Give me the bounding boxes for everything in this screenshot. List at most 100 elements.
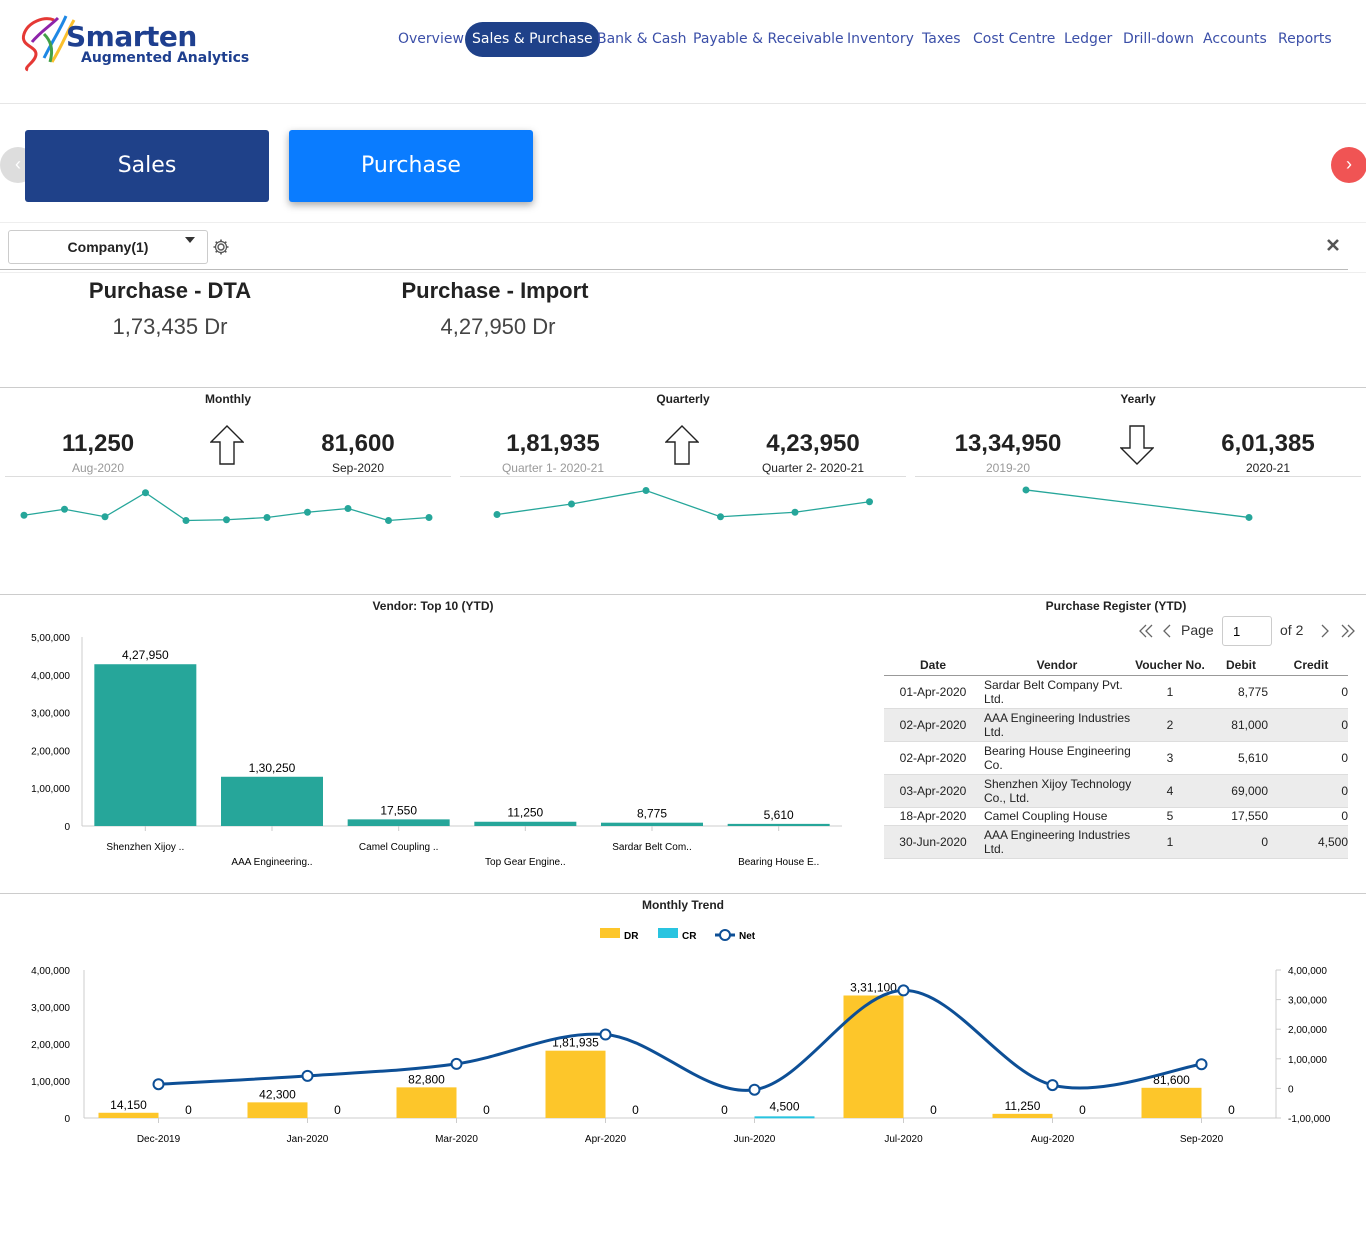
vendor-category-label: Top Gear Engine.. [485,857,566,868]
cr-bar [754,1116,815,1119]
cell-voucher: 4 [1132,774,1208,808]
page-total-label: of 2 [1280,622,1304,638]
chevron-right-icon: › [1346,154,1352,174]
section-separator [0,387,1366,388]
table-row[interactable]: 30-Jun-2020 AAA Engineering Industries L… [884,825,1348,859]
last-page-icon[interactable] [1340,624,1356,638]
nav-accounts[interactable]: Accounts [1203,31,1267,47]
cell-debit: 8,775 [1208,675,1274,709]
prev-page-icon[interactable] [1162,624,1172,638]
net-point [748,1083,761,1096]
vendor-bar-value-label: 11,250 [507,806,543,820]
chevron-left-icon: ‹ [15,154,21,174]
vendor-category-label: Camel Coupling .. [359,842,438,853]
nav-overview[interactable]: Overview [398,31,464,47]
dr-bar-value-label: 1,81,935 [552,1036,599,1050]
nav-inventory[interactable]: Inventory [847,31,914,47]
col-date[interactable]: Date [884,655,982,676]
nav-drill-down[interactable]: Drill-down [1123,31,1195,47]
right-y-tick-label: -1,00,000 [1288,1114,1331,1125]
company-filter-select[interactable]: Company(1) [8,230,208,264]
vendor-bar [601,822,703,826]
nav-ledger[interactable]: Ledger [1064,31,1113,47]
right-y-tick-label: 1,00,000 [1288,1055,1327,1066]
smarten-logo-icon[interactable] [14,12,84,74]
next-page-icon[interactable] [1320,624,1330,638]
kpi-title-import: Purchase - Import [401,278,589,303]
purchase-register-table: Date Vendor Voucher No. Debit Credit 01-… [884,655,1348,859]
first-page-icon[interactable] [1138,624,1154,638]
nav-payable-receivable[interactable]: Payable & Receivable [693,31,844,47]
y-tick-label: 4,00,000 [31,671,70,682]
trend-category-label: Jul-2020 [884,1134,923,1145]
cr-bar-value-label: 0 [632,1103,639,1117]
dr-bar [1141,1087,1202,1118]
vendor-bar-value-label: 4,27,950 [122,648,169,662]
net-point [450,1057,463,1070]
logo-subtitle: Augmented Analytics [81,50,250,66]
vendor-category-label: Shenzhen Xijoy .. [106,842,184,853]
nav-cost-centre[interactable]: Cost Centre [973,31,1056,47]
table-row[interactable]: 01-Apr-2020 Sardar Belt Company Pvt. Ltd… [884,675,1348,709]
cell-vendor: Sardar Belt Company Pvt. Ltd. [982,675,1132,709]
nav-bank-cash[interactable]: Bank & Cash [597,31,687,47]
trend-category-label: Aug-2020 [1031,1134,1075,1145]
table-row[interactable]: 03-Apr-2020 Shenzhen Xijoy Technology Co… [884,774,1348,808]
page-number-input[interactable] [1222,616,1272,646]
col-voucher[interactable]: Voucher No. [1132,655,1208,676]
dr-bar-value-label: 14,150 [110,1098,147,1112]
kpi-value-import: 4,27,950 Dr [440,314,556,339]
dr-bar [247,1102,308,1118]
cell-vendor: Bearing House Engineering Co. [982,741,1132,775]
cell-debit: 81,000 [1208,708,1274,742]
net-point [599,1028,612,1041]
sales-tab[interactable]: Sales [25,130,269,202]
yearly-divider [915,476,1361,477]
col-debit[interactable]: Debit [1208,655,1274,676]
sparkline-point [493,511,501,518]
quarterly-sparkline [493,487,873,521]
legend-swatch-cr [658,928,678,938]
cell-date: 02-Apr-2020 [884,741,982,775]
left-y-tick-label: 1,00,000 [31,1077,70,1088]
trend-category-label: Mar-2020 [435,1134,478,1145]
nav-taxes[interactable]: Taxes [922,31,961,47]
sparkline-point [223,516,230,524]
sparkline-point [344,505,352,512]
y-tick-label: 2,00,000 [31,746,70,757]
vendor-chart-title: Vendor: Top 10 (YTD) [372,599,494,613]
yearly-curr-value: 6,01,385 [1221,430,1315,457]
net-line [158,988,1202,1092]
close-icon[interactable] [1327,239,1339,251]
table-row[interactable]: 18-Apr-2020 Camel Coupling House 5 17,55… [884,807,1348,826]
sparkline-series [496,489,870,518]
sparkline-point [182,517,190,524]
gear-icon[interactable] [212,238,230,256]
right-y-tick-label: 2,00,000 [1288,1025,1327,1036]
cell-date: 30-Jun-2020 [884,825,982,859]
cell-voucher: 1 [1132,675,1208,709]
purchase-tab[interactable]: Purchase [289,130,533,202]
nav-sales-purchase[interactable]: Sales & Purchase [465,22,600,57]
cell-voucher: 5 [1132,807,1208,826]
cell-credit: 0 [1274,807,1348,826]
table-row[interactable]: 02-Apr-2020 Bearing House Engineering Co… [884,741,1348,775]
app-header: Smarten Augmented Analytics Overview Sal… [0,0,1366,104]
sparkline-point [61,505,68,513]
dr-bar-value-label: 11,250 [1005,1099,1041,1113]
sparkline-point [142,489,149,497]
col-credit[interactable]: Credit [1274,655,1348,676]
col-vendor[interactable]: Vendor [982,655,1132,676]
nav-reports[interactable]: Reports [1278,31,1332,47]
sparkline-point [866,498,873,506]
cell-credit: 4,500 [1274,825,1348,859]
section-separator [0,893,1366,894]
cell-credit: 0 [1274,774,1348,808]
left-y-tick-label: 2,00,000 [31,1040,70,1051]
table-row[interactable]: 02-Apr-2020 AAA Engineering Industries L… [884,708,1348,742]
next-arrow-button[interactable]: › [1331,147,1366,183]
dr-bar-value-label: 3,31,100 [850,980,897,994]
sparkline-point [263,514,271,521]
sparkline-point [642,487,650,494]
vendor-bar-value-label: 5,610 [764,808,794,822]
